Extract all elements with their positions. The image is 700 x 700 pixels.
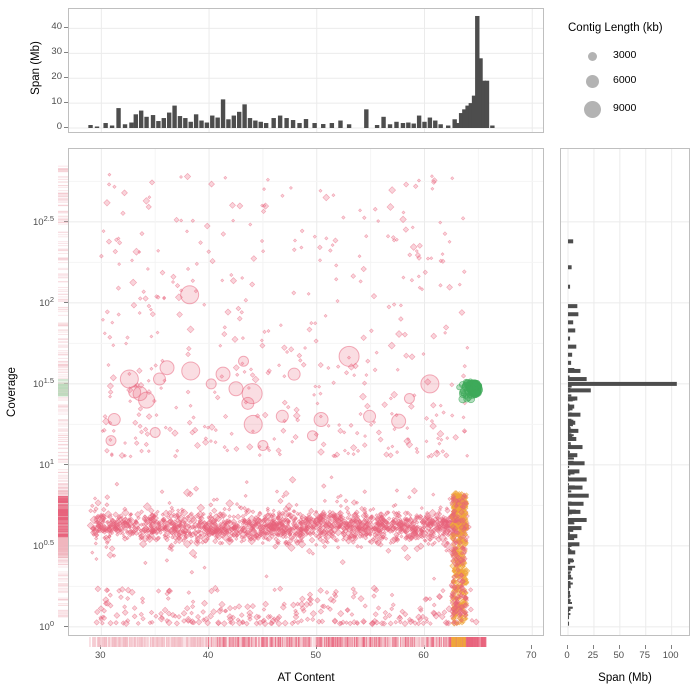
right-x-axis-label: Span (Mb) [598, 672, 652, 684]
right-span-tick-mark [618, 645, 620, 649]
at-content-tick-label: 30 [95, 650, 106, 661]
top-marginal-histogram-panel [68, 8, 544, 133]
legend-size-dot-6000 [585, 74, 599, 88]
scatter-plot-svg [69, 149, 543, 635]
at-content-tick-label: 50 [310, 650, 322, 661]
right-span-tick-label: 25 [587, 650, 599, 661]
coverage-tick-mark [64, 301, 68, 303]
legend-label-3000: 3000 [613, 49, 637, 61]
coverage-tick-label: 100.5 [32, 537, 54, 553]
span-tick-mark [64, 102, 68, 104]
right-span-tick-label: 100 [662, 650, 679, 661]
span-tick-mark [64, 27, 68, 29]
span-tick-mark [64, 77, 68, 79]
coverage-tick-mark [64, 625, 68, 627]
at-content-rug-svg [89, 637, 487, 647]
right-span-tick-mark [644, 645, 646, 649]
right-span-tick-label: 75 [639, 650, 650, 661]
legend-size-dot-3000 [587, 51, 597, 61]
coverage-tick-label: 101.5 [32, 375, 54, 391]
coverage-tick-label: 102.5 [32, 213, 54, 229]
at-content-rug-strip [68, 637, 544, 647]
legend-label-9000: 9000 [613, 102, 637, 114]
top-histogram-svg [69, 9, 543, 132]
coverage-tick-mark [64, 382, 68, 384]
at-content-tick-mark [315, 645, 317, 649]
right-span-tick-label: 0 [564, 650, 570, 661]
at-content-tick-mark [423, 645, 425, 649]
span-tick-mark [64, 127, 68, 128]
at-content-tick-label: 40 [202, 650, 214, 661]
at-content-tick-mark [100, 645, 102, 649]
at-content-tick-label: 60 [418, 650, 429, 661]
span-tick-label: 30 [51, 46, 62, 58]
at-content-tick-mark [208, 645, 210, 649]
span-tick-label: 0 [56, 121, 62, 132]
at-content-tick-mark [531, 645, 533, 649]
legend-size-dot-9000 [583, 100, 601, 118]
top-y-axis-label: Span (Mb) [30, 41, 42, 95]
y-axis-label: Coverage [6, 367, 18, 417]
coverage-tick-label: 101 [39, 456, 54, 472]
x-axis-label: AT Content [277, 672, 335, 684]
span-tick-label: 10 [51, 96, 62, 108]
legend-label-6000: 6000 [613, 74, 637, 86]
right-span-tick-mark [670, 645, 672, 649]
right-marginal-histogram-panel [560, 148, 690, 636]
span-tick-mark [64, 52, 68, 54]
main-scatter-panel [68, 148, 544, 636]
span-tick-label: 40 [51, 21, 62, 33]
at-content-tick-label: 70 [525, 650, 537, 661]
coverage-rug-strip [58, 148, 68, 636]
coverage-tick-label: 100 [39, 618, 54, 634]
span-tick-label: 20 [51, 71, 62, 83]
right-span-tick-label: 50 [613, 650, 625, 661]
coverage-tick-label: 102 [39, 294, 54, 310]
legend-title: Contig Length (kb) [568, 22, 663, 34]
coverage-rug-svg [58, 165, 68, 618]
coverage-tick-mark [64, 463, 68, 465]
right-span-tick-mark [592, 645, 594, 649]
right-histogram-svg [561, 149, 689, 635]
right-span-tick-mark [567, 645, 568, 649]
coverage-tick-mark [64, 220, 68, 222]
